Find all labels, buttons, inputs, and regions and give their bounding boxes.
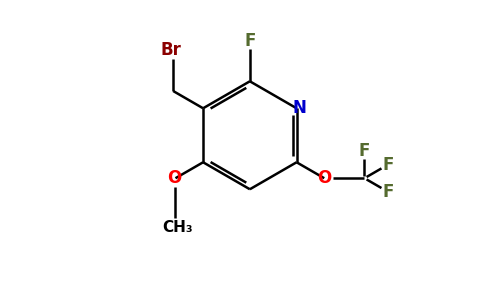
Text: F: F (244, 32, 256, 50)
Text: F: F (382, 183, 393, 201)
Text: Br: Br (161, 41, 182, 59)
Text: O: O (317, 169, 332, 187)
Text: CH₃: CH₃ (163, 220, 193, 235)
Text: F: F (382, 156, 393, 174)
Text: N: N (292, 99, 306, 117)
Text: O: O (167, 169, 182, 187)
Text: F: F (359, 142, 370, 160)
